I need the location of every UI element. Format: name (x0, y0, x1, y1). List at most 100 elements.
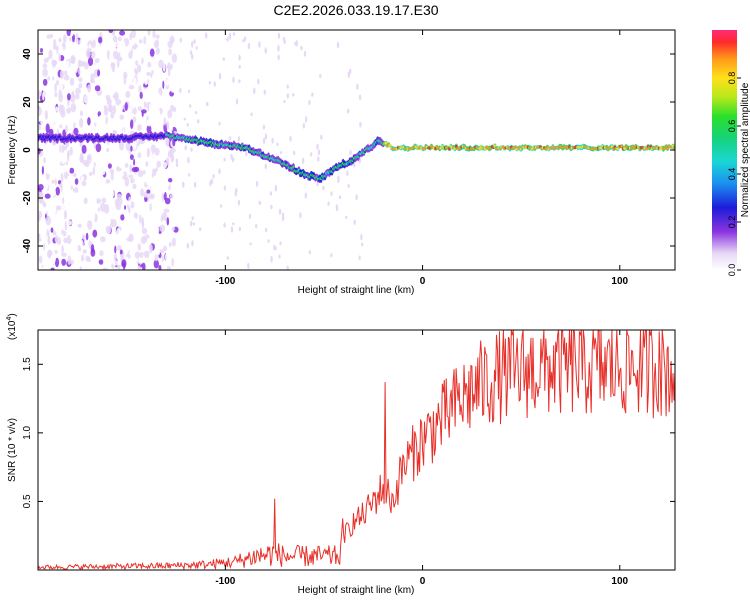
spectrogram-noise-cell (94, 58, 100, 63)
spectrogram-noise-cell (78, 83, 83, 89)
spectrogram-noise-cell (173, 41, 179, 49)
spectrogram-noise-cell (112, 44, 117, 52)
spectrogram-noise-cell (166, 217, 170, 226)
spectrogram-noise-cell (48, 142, 53, 148)
spectrogram-noise-cell (218, 72, 222, 80)
spectrogram-noise-cell (44, 94, 50, 99)
spectrogram-noise-cell (98, 36, 103, 44)
spectrogram-noise-cell (130, 145, 133, 152)
spectrogram-noise-cell (53, 45, 57, 51)
spectrogram-noise-cell (237, 136, 241, 142)
spectrogram-noise-cell (119, 153, 125, 160)
spectrogram-noise-cell (64, 221, 68, 231)
spectrogram-noise-cell (75, 33, 79, 39)
spectrogram-noise-cell (108, 104, 113, 113)
spectrogram-noise-cell (166, 266, 171, 270)
spectrogram-noise-cell (77, 210, 84, 215)
spectrogram-noise-cell (159, 242, 164, 250)
spectrogram-noise-cell (159, 224, 166, 232)
colorbar-ticks: 0.0 0.2 0.4 0.6 0.8 (727, 72, 741, 277)
spectrogram-noise-cell (179, 37, 182, 43)
spectrogram-noise-cell (170, 85, 176, 93)
spectrogram-noise-cell (153, 40, 159, 49)
spectrogram-noise-cell (38, 184, 44, 191)
spectrogram-noise-cell (264, 163, 267, 170)
spectrogram-noise-cell (90, 244, 95, 253)
spectrogram-noise-cell (149, 102, 154, 113)
spectrogram-noise-cell (232, 222, 235, 226)
spectrogram-noise-cell (166, 78, 169, 87)
snr-xlabel: Height of straight line (km) (298, 585, 415, 596)
spectrogram-noise-cell (146, 71, 151, 76)
spectrogram-noise-cell (105, 216, 111, 227)
spectrogram-noise-cell (124, 176, 130, 187)
spectrogram-noise-cell (80, 176, 85, 181)
spectrogram-noise-cell (88, 44, 92, 49)
spectrogram-noise-cell (79, 117, 84, 128)
spectrogram-noise-cell (170, 38, 175, 43)
spectrogram-noise-cell (188, 173, 191, 177)
spectrogram-noise-cell (128, 106, 133, 114)
spectrogram-noise-cell (124, 64, 127, 73)
spectrogram-noise-cell (55, 205, 62, 212)
spectrogram-noise-cell (82, 249, 87, 254)
spectrogram-noise-cell (264, 133, 268, 140)
spectrogram-noise-cell (69, 167, 75, 174)
spectrogram-noise-cell (63, 34, 67, 43)
spectrogram-noise-cell (112, 35, 118, 43)
spectrogram-noise-cell (146, 39, 150, 50)
spectrogram-noise-cell (106, 98, 112, 106)
spectrogram-ytick-label: 0 (22, 147, 33, 153)
spectrogram-noise-cell (102, 46, 108, 54)
spectrogram-noise-cell (116, 58, 120, 68)
spectrogram-noise-cell (134, 251, 140, 259)
spectrogram-noise-cell (137, 106, 142, 111)
spectrogram-noise-cell (277, 32, 281, 39)
spectrogram-noise-cell (130, 48, 133, 55)
spectrogram-noise-cell (337, 179, 340, 184)
snr-scale-end: ) (7, 313, 18, 316)
spectrogram-noise-cell (72, 172, 77, 177)
spectrogram-noise-cell (48, 249, 52, 258)
spectrogram-noise-cell (317, 149, 321, 156)
spectrogram-noise-cell (69, 206, 75, 214)
spectrogram-noise-cell (41, 165, 45, 175)
spectrogram-noise-cell (279, 241, 282, 246)
spectrogram-noise-cell (226, 37, 229, 42)
spectrogram-noise-cell (47, 76, 51, 81)
spectrogram-noise-cell (146, 119, 153, 127)
spectrogram-noise-cell (135, 235, 142, 240)
spectrogram-noise-cell (54, 249, 58, 254)
spectrogram-noise-cell (255, 224, 258, 229)
spectrogram-noise-cell (42, 91, 45, 101)
spectrogram-noise-cell (170, 70, 176, 81)
spectrogram-noise-cell (250, 112, 253, 117)
spectrogram-noise-cell (153, 124, 160, 133)
spectrogram-noise-cell (109, 54, 114, 59)
spectrogram-noise-cell (40, 197, 44, 204)
spectrogram-noise-cell (336, 41, 340, 49)
snr-scale-label: (x104) (6, 313, 18, 340)
spectrogram-noise-cell (94, 202, 99, 211)
spectrogram-noise-cell (69, 36, 72, 42)
spectrogram-noise-cell (223, 157, 226, 162)
spectrogram-noise-cell (349, 150, 352, 156)
spectrogram-noise-cell (262, 124, 266, 130)
spectrogram-noise-cell (253, 87, 256, 95)
spectrogram-noise-cell (87, 117, 91, 126)
spectrogram-noise-cell (295, 40, 298, 47)
spectrogram-noise-cell (102, 64, 106, 75)
spectrogram-noise-cell (237, 199, 241, 206)
spectrogram-noise-cell (83, 94, 89, 104)
spectrogram-noise-cell (146, 124, 152, 134)
spectrogram-noise-cell (356, 83, 359, 91)
snr-panel: -100 0 100 0.5 1.0 1.5 Height of straight li… (6, 313, 676, 596)
spectrogram-noise-cell (38, 106, 42, 116)
spectrogram-noise-cell (70, 31, 74, 37)
spectrogram-noise-cell (87, 57, 94, 67)
colorbar-tick-label: 0.0 (727, 264, 737, 277)
spectrogram-noise-cell (148, 243, 153, 254)
spectrogram-noise-cell (271, 137, 274, 144)
spectrogram-noise-cell (308, 99, 311, 106)
spectrogram-noise-cell (121, 259, 127, 268)
